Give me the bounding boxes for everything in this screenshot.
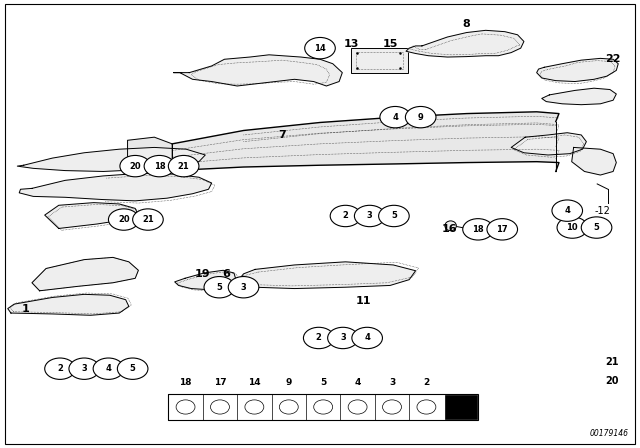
Polygon shape	[19, 173, 212, 201]
Text: 22: 22	[605, 54, 621, 64]
Text: 8: 8	[463, 19, 470, 29]
Polygon shape	[17, 147, 205, 172]
Text: 7: 7	[278, 130, 285, 140]
Text: -12: -12	[595, 206, 610, 215]
Ellipse shape	[445, 221, 456, 231]
Text: 2: 2	[57, 364, 63, 373]
Text: 17: 17	[214, 379, 227, 388]
Text: 13: 13	[344, 39, 360, 49]
Text: 4: 4	[364, 333, 370, 342]
Text: 5: 5	[594, 223, 600, 232]
Text: 4: 4	[106, 364, 111, 373]
Polygon shape	[173, 55, 342, 86]
Circle shape	[117, 358, 148, 379]
Text: 9: 9	[418, 112, 424, 122]
Bar	[445, 396, 477, 418]
Text: 3: 3	[81, 364, 87, 373]
Bar	[351, 48, 408, 73]
Text: 20: 20	[605, 376, 619, 386]
Circle shape	[379, 205, 409, 227]
Text: 6: 6	[221, 269, 230, 279]
Bar	[168, 394, 478, 420]
Text: 2: 2	[423, 379, 429, 388]
Text: 9: 9	[285, 379, 292, 388]
Circle shape	[93, 358, 124, 379]
Text: 10: 10	[566, 223, 578, 232]
Polygon shape	[8, 294, 129, 315]
Text: 2: 2	[342, 211, 348, 220]
Text: 11: 11	[356, 296, 371, 306]
Circle shape	[330, 205, 361, 227]
Text: 3: 3	[241, 283, 246, 292]
Text: 18: 18	[472, 225, 484, 234]
Text: 5: 5	[391, 211, 397, 220]
Circle shape	[120, 155, 150, 177]
Text: 21: 21	[142, 215, 154, 224]
Bar	[356, 52, 403, 69]
Circle shape	[45, 358, 76, 379]
Circle shape	[168, 155, 199, 177]
Polygon shape	[32, 258, 138, 291]
Text: 15: 15	[383, 39, 398, 49]
Text: 21: 21	[178, 162, 189, 171]
Text: 5: 5	[130, 364, 136, 373]
Text: 5: 5	[320, 379, 326, 388]
Text: 20: 20	[129, 162, 141, 171]
Text: 17: 17	[497, 225, 508, 234]
Polygon shape	[175, 270, 236, 290]
Text: 00179146: 00179146	[590, 429, 629, 438]
Circle shape	[557, 217, 588, 238]
Circle shape	[303, 327, 334, 349]
Text: 18: 18	[179, 379, 192, 388]
Polygon shape	[537, 58, 618, 82]
Text: 20: 20	[118, 215, 129, 224]
Circle shape	[355, 205, 385, 227]
Text: 4: 4	[564, 206, 570, 215]
Text: 5: 5	[216, 283, 222, 292]
Circle shape	[204, 276, 235, 298]
Text: 1: 1	[22, 304, 29, 314]
Text: 21: 21	[605, 357, 619, 367]
Text: 16: 16	[442, 224, 458, 234]
Text: 19: 19	[195, 269, 210, 279]
Circle shape	[108, 209, 139, 230]
Polygon shape	[572, 147, 616, 175]
Text: 2: 2	[316, 333, 322, 342]
Polygon shape	[406, 30, 524, 57]
Text: 4: 4	[355, 379, 361, 388]
Circle shape	[581, 217, 612, 238]
Text: 4: 4	[392, 112, 398, 122]
Text: 14: 14	[248, 379, 260, 388]
Circle shape	[144, 155, 175, 177]
Circle shape	[328, 327, 358, 349]
Polygon shape	[237, 262, 415, 289]
Circle shape	[463, 219, 493, 240]
Text: 18: 18	[154, 162, 165, 171]
Polygon shape	[127, 137, 172, 171]
Polygon shape	[172, 112, 559, 172]
Text: 3: 3	[389, 379, 395, 388]
Circle shape	[380, 107, 410, 128]
Text: 14: 14	[314, 43, 326, 52]
Text: 3: 3	[340, 333, 346, 342]
Polygon shape	[541, 88, 616, 105]
Circle shape	[487, 219, 518, 240]
Circle shape	[132, 209, 163, 230]
Circle shape	[352, 327, 383, 349]
Text: 3: 3	[367, 211, 372, 220]
Circle shape	[552, 200, 582, 221]
Circle shape	[228, 276, 259, 298]
Polygon shape	[45, 202, 138, 228]
Circle shape	[405, 107, 436, 128]
Circle shape	[305, 38, 335, 59]
Circle shape	[69, 358, 100, 379]
Polygon shape	[511, 133, 586, 155]
